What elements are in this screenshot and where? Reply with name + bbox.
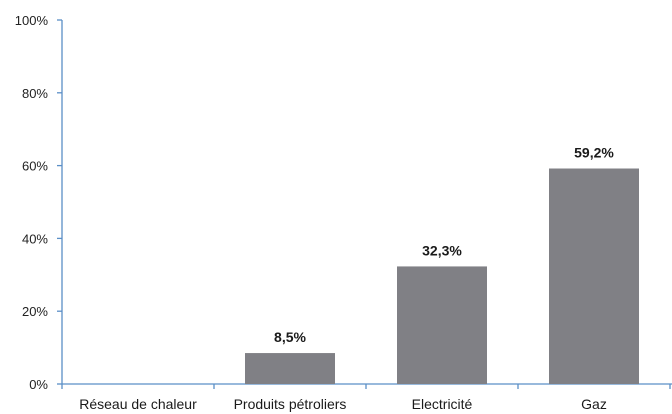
labels-layer: Réseau de chaleur Produits pétroliers 8,5%… [79, 145, 614, 412]
data-label: 8,5% [274, 329, 306, 345]
axes-layer: 0% 20% 40% 60% 80% 100% [15, 13, 672, 392]
y-tick-label: 0% [29, 377, 48, 392]
y-tick-label: 20% [22, 304, 48, 319]
bar-1 [245, 353, 335, 384]
y-tick-label: 100% [15, 13, 49, 28]
category-label: Electricité [412, 396, 473, 412]
y-tick-label: 80% [22, 86, 48, 101]
data-label: 59,2% [574, 145, 614, 161]
bar-2 [397, 266, 487, 384]
y-tick-label: 60% [22, 159, 48, 174]
bars-layer [245, 168, 639, 384]
category-label: Produits pétroliers [234, 396, 347, 412]
bar-3 [549, 168, 639, 384]
category-label: Réseau de chaleur [79, 396, 197, 412]
y-tick-label: 40% [22, 231, 48, 246]
data-label: 32,3% [422, 242, 462, 258]
category-label: Gaz [581, 396, 607, 412]
